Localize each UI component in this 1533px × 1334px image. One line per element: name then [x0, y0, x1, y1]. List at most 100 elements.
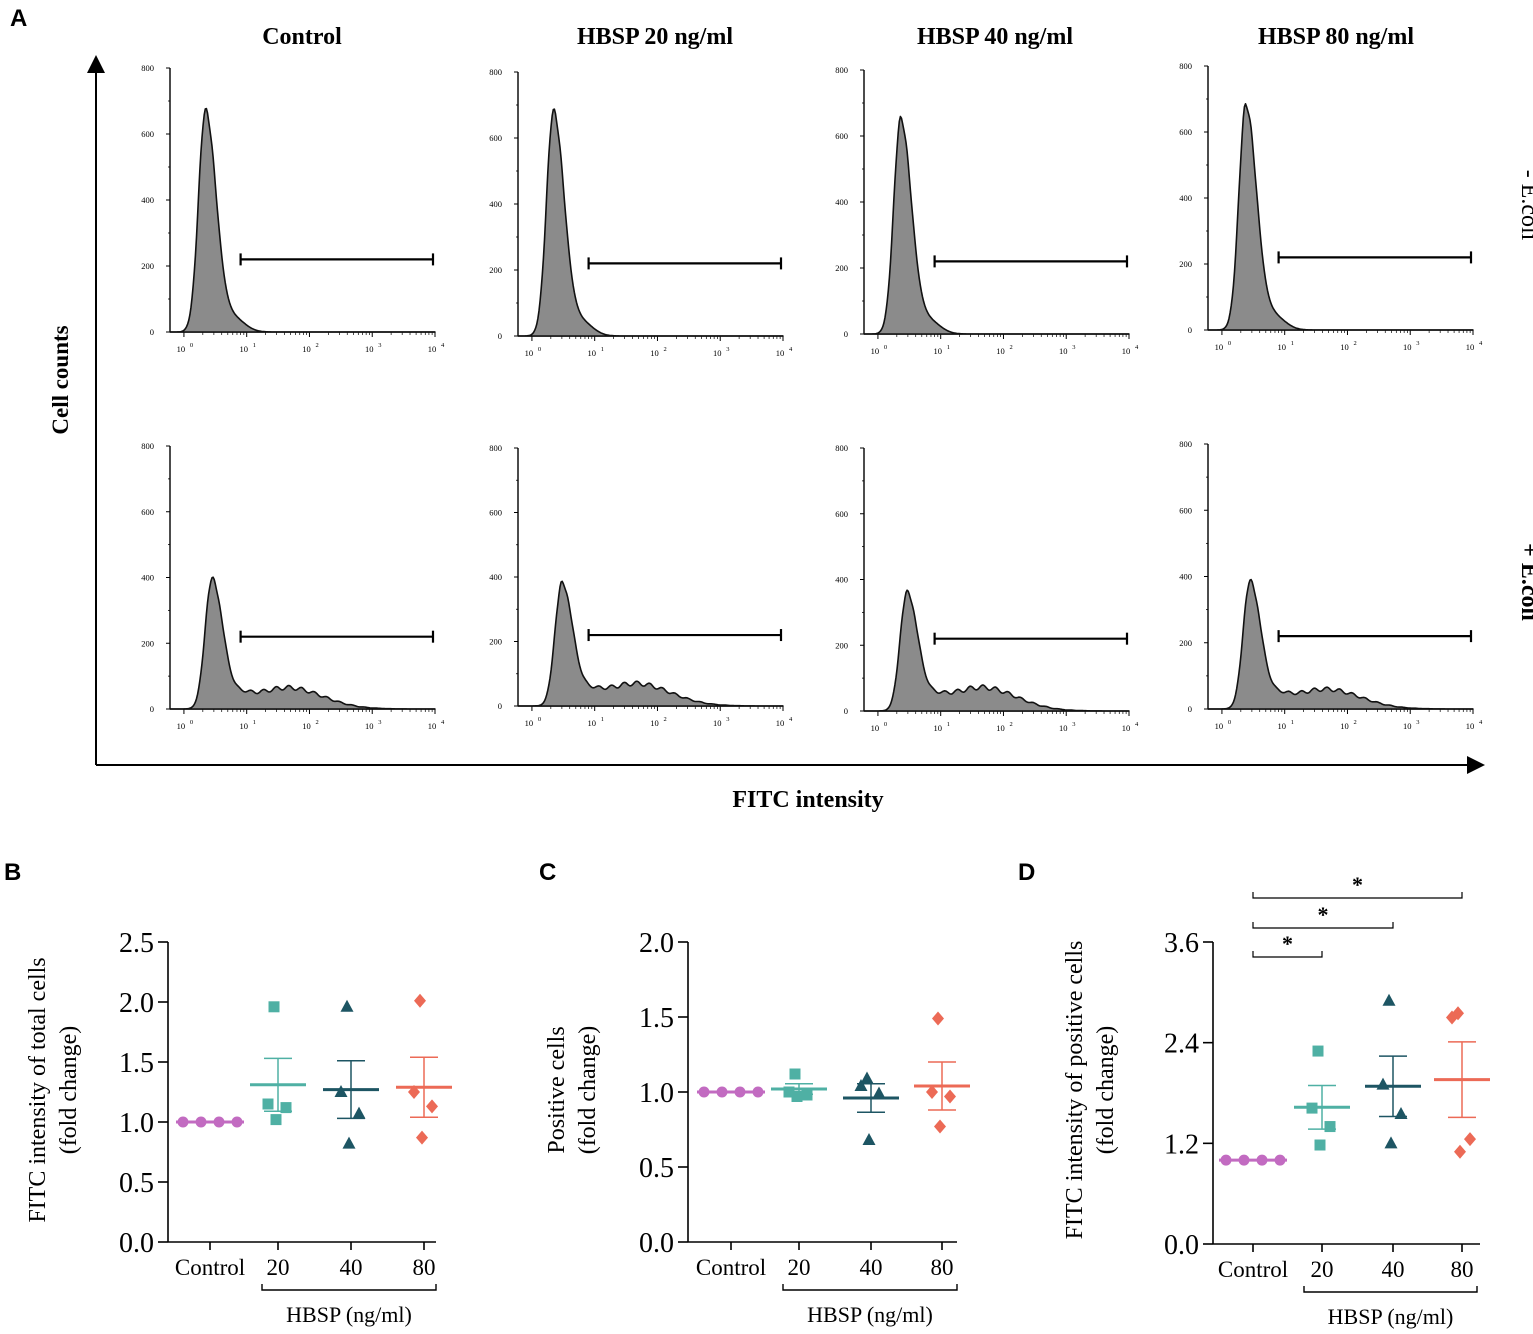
histogram-x-tick-exponent: 4 — [1479, 340, 1483, 347]
histogram-x-tick-base: 10 — [1059, 346, 1068, 356]
histogram-x-tick-base: 10 — [650, 348, 659, 358]
series-80 — [1434, 1006, 1490, 1159]
histogram-x-tick-exponent: 3 — [1416, 340, 1419, 347]
histogram-x-tick-exponent: 3 — [378, 342, 381, 349]
histogram-x-tick-base: 10 — [713, 348, 722, 358]
histogram-x-tick-base: 10 — [365, 344, 374, 354]
y-axis-label: FITC intensity of total cells — [25, 957, 51, 1222]
histogram-x-tick-exponent: 4 — [789, 716, 793, 723]
histogram-x-tick-exponent: 2 — [1009, 721, 1012, 728]
histogram-x-tick-exponent: 3 — [726, 346, 729, 353]
y-tick-label: 1.0 — [119, 1108, 154, 1139]
y-tick-label: 2.0 — [119, 988, 154, 1019]
histogram-x-tick-exponent: 1 — [253, 719, 256, 726]
histogram-x-tick-exponent: 1 — [947, 721, 950, 728]
histogram-x-tick-exponent: 0 — [538, 716, 541, 723]
histogram-x-tick-exponent: 1 — [601, 716, 604, 723]
histogram-cell: 800 600 400 200 0 10 0 10 1 10 2 10 3 10 4 — [489, 67, 793, 358]
histogram-y-tick-label: 800 — [1179, 61, 1192, 71]
row-label-plus-ecoli: + E.coli — [1516, 543, 1533, 621]
histogram-y-tick-label: 600 — [141, 507, 154, 517]
column-title: HBSP 80 ng/ml — [1258, 24, 1414, 50]
y-axis-label-cell-counts: Cell counts — [48, 325, 73, 434]
data-point-square — [270, 1114, 282, 1126]
data-point-diamond — [1454, 1144, 1466, 1159]
data-point-triangle — [1382, 993, 1396, 1006]
y-tick-label: 3.6 — [1164, 928, 1199, 959]
histogram-x-tick-base: 10 — [587, 348, 596, 358]
data-point-diamond — [934, 1119, 946, 1134]
significance-star: * — [1282, 931, 1293, 956]
y-axis-label: Positive cells — [544, 1026, 570, 1153]
series-20 — [250, 1001, 306, 1126]
histogram-y-tick-label: 800 — [835, 65, 848, 75]
histogram-x-tick-exponent: 4 — [1479, 719, 1483, 726]
data-point-square — [1314, 1139, 1326, 1151]
histogram-y-tick-label: 600 — [835, 509, 848, 519]
histogram-x-tick-exponent: 0 — [190, 719, 193, 726]
y-axis-label-unit: (fold change) — [56, 1026, 82, 1155]
column-title: Control — [262, 24, 342, 50]
column-title: HBSP 40 ng/ml — [917, 24, 1073, 50]
histogram-y-tick-label: 0 — [1188, 325, 1192, 335]
data-point-square — [262, 1098, 274, 1110]
histogram-cell: 800 600 400 200 0 10 0 10 1 10 2 10 3 10 4 — [1179, 439, 1483, 731]
x-tick-label: 80 — [931, 1255, 954, 1280]
histogram-x-tick-base: 10 — [1466, 342, 1475, 352]
data-point-triangle — [1384, 1136, 1398, 1149]
y-tick-label: 1.2 — [1164, 1129, 1199, 1160]
x-axis-arrowhead — [1467, 756, 1485, 774]
y-axis-arrowhead — [87, 55, 105, 73]
histogram-area — [169, 107, 436, 333]
histogram-y-tick-label: 400 — [1179, 193, 1192, 203]
hbsp-group-bracket — [261, 1284, 437, 1291]
data-point-diamond — [416, 1130, 428, 1145]
significance-bracket — [1252, 922, 1394, 929]
panel-a-histograms: Control HBSP 20 ng/ml HBSP 40 ng/ml HBSP 80… — [48, 24, 1533, 813]
x-tick-label: 20 — [788, 1255, 811, 1280]
histogram-y-tick-label: 400 — [835, 197, 848, 207]
significance-bracket — [1252, 951, 1323, 958]
histogram-x-tick-base: 10 — [239, 721, 248, 731]
series-control — [697, 1086, 765, 1098]
data-point-triangle — [1394, 1106, 1408, 1119]
histogram-x-tick-base: 10 — [871, 346, 880, 356]
histogram-x-tick-base: 10 — [302, 721, 311, 731]
histogram-x-tick-base: 10 — [996, 723, 1005, 733]
histogram-x-tick-exponent: 3 — [1072, 344, 1075, 351]
data-point-square — [791, 1091, 803, 1102]
y-tick-label: 1.5 — [639, 1003, 674, 1034]
histogram-x-tick-base: 10 — [1215, 721, 1224, 731]
histogram-x-tick-exponent: 2 — [1009, 344, 1012, 351]
hbsp-group-label: HBSP (ng/ml) — [286, 1302, 412, 1327]
panel-letter-b: B — [4, 859, 21, 886]
histogram-x-tick-base: 10 — [776, 718, 785, 728]
data-point-triangle — [862, 1133, 876, 1145]
histogram-x-tick-exponent: 2 — [663, 716, 666, 723]
histogram-y-tick-label: 600 — [1179, 505, 1192, 515]
histogram-x-tick-base: 10 — [365, 721, 374, 731]
hbsp-group-label: HBSP (ng/ml) — [807, 1302, 933, 1327]
data-point-triangle — [334, 1085, 348, 1097]
histogram-y-tick-label: 800 — [1179, 439, 1192, 449]
histogram-x-tick-exponent: 4 — [789, 346, 793, 353]
histogram-y-tick-label: 200 — [835, 640, 848, 650]
data-point-diamond — [926, 1085, 938, 1099]
histogram-x-tick-exponent: 4 — [441, 342, 445, 349]
histogram-cell: 800 600 400 200 0 10 0 10 1 10 2 10 3 10 4 — [141, 441, 445, 731]
histogram-y-tick-label: 200 — [489, 265, 502, 275]
y-axis-label-unit: (fold change) — [1093, 1026, 1119, 1155]
histogram-y-tick-label: 0 — [844, 706, 848, 716]
data-point-square — [268, 1001, 280, 1013]
y-tick-label: 1.0 — [639, 1078, 674, 1109]
histogram-y-tick-label: 0 — [844, 329, 848, 339]
histogram-x-tick-base: 10 — [239, 344, 248, 354]
y-axis-label: FITC intensity of positive cells — [1062, 941, 1088, 1240]
panel-a-outer-axes: Cell counts FITC intensity — [48, 55, 1485, 813]
x-tick-label: 80 — [1451, 1257, 1474, 1282]
data-point-triangle — [854, 1079, 868, 1091]
histogram-x-tick-base: 10 — [525, 348, 534, 358]
histogram-cell: 800 600 400 200 0 10 0 10 1 10 2 10 3 10 4 — [835, 65, 1139, 356]
histogram-x-tick-exponent: 0 — [190, 342, 193, 349]
